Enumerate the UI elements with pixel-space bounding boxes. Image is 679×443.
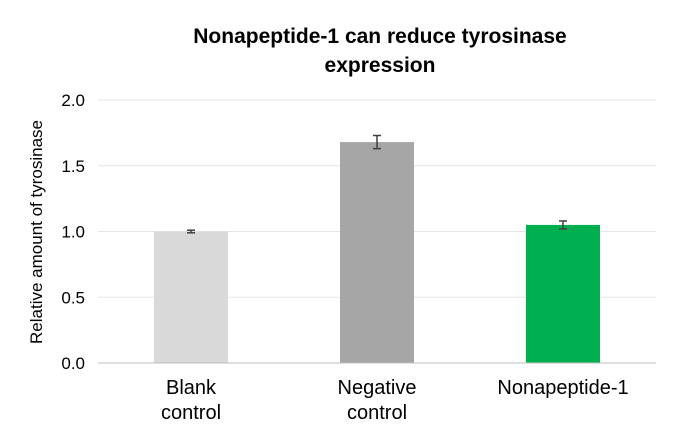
chart-title-line-2: expression bbox=[325, 54, 436, 77]
bar bbox=[340, 142, 414, 363]
bar bbox=[154, 231, 228, 363]
chart-title-line-1: Nonapeptide-1 can reduce tyrosinase bbox=[193, 25, 566, 48]
y-tick-label: 1.0 bbox=[61, 223, 85, 242]
category-labels: Blank control Negative control Nonapeptide-1 bbox=[161, 377, 629, 424]
error-bar bbox=[373, 134, 381, 150]
y-tick-label: 0.5 bbox=[61, 288, 85, 307]
y-tick-label: 2.0 bbox=[61, 91, 85, 110]
category-label: Blank bbox=[166, 377, 217, 399]
bar bbox=[526, 224, 600, 363]
bars bbox=[154, 142, 600, 363]
error-bar bbox=[187, 229, 195, 234]
error-bars bbox=[187, 134, 567, 234]
y-tick-label: 0.0 bbox=[61, 354, 85, 373]
y-tick-label: 1.5 bbox=[61, 157, 85, 176]
category-label: Nonapeptide-1 bbox=[497, 377, 628, 399]
error-bar bbox=[559, 220, 567, 230]
y-axis-label: Relative amount of tyrosinase bbox=[27, 120, 46, 344]
y-tick-labels: 0.0 0.5 1.0 1.5 2.0 bbox=[61, 91, 85, 373]
category-label: Negative bbox=[338, 377, 417, 399]
category-label: control bbox=[347, 402, 407, 424]
category-label: control bbox=[161, 402, 221, 424]
